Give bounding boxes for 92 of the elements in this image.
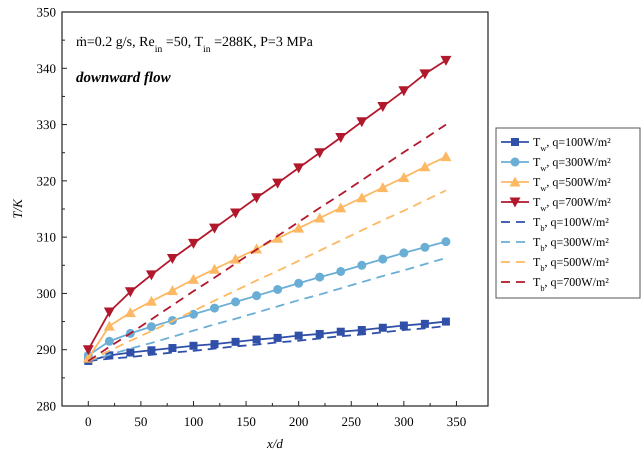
y-axis-title: T/K <box>10 198 25 219</box>
point <box>272 178 284 189</box>
point <box>294 332 303 340</box>
point <box>188 310 198 319</box>
x-tick-label: 200 <box>288 414 308 429</box>
point <box>126 348 134 357</box>
point <box>230 208 242 218</box>
legend-label: T$_{w}$, q=300W/m² <box>533 155 612 172</box>
point <box>166 285 178 296</box>
point <box>357 260 366 270</box>
legend-label: T$_{b}$, q=700W/m² <box>533 275 610 292</box>
y-tick-label: 290 <box>36 342 56 358</box>
legend-label: T$_{b}$, q=100W/m² <box>533 215 610 232</box>
point <box>147 346 156 354</box>
point <box>315 272 324 282</box>
x-axis-title: x/d <box>266 436 284 450</box>
point <box>314 212 326 223</box>
point <box>188 274 199 284</box>
point <box>188 238 199 249</box>
x-tick-label: 350 <box>446 414 466 429</box>
point <box>82 345 94 356</box>
y-tick-label: 310 <box>36 230 56 245</box>
point <box>440 151 452 162</box>
point <box>210 340 219 348</box>
point <box>251 193 262 204</box>
x-tick-label: 300 <box>394 414 414 429</box>
point <box>104 320 115 331</box>
point <box>377 102 388 112</box>
y-tick-label: 330 <box>36 117 56 132</box>
point <box>336 328 345 336</box>
point <box>146 322 156 332</box>
point <box>378 254 388 264</box>
x-tick-label: 250 <box>342 414 362 429</box>
annotation: ṁ=0.2 g/s, Re$_{in}$ =50, T$_{in}$ =288K, P=3 MPa <box>76 35 314 54</box>
x-tick-label: 150 <box>236 414 256 429</box>
point <box>104 336 114 346</box>
legend-label: T$_{b}$, q=500W/m² <box>533 255 610 272</box>
annotation: downward flow <box>76 70 172 86</box>
point <box>168 344 176 352</box>
point <box>420 320 429 328</box>
y-tick-label: 280 <box>36 398 56 414</box>
point <box>442 318 450 326</box>
point <box>398 172 410 182</box>
point <box>294 278 304 288</box>
point <box>209 264 220 274</box>
legend-label: T$_{b}$, q=300W/m² <box>533 235 610 252</box>
point <box>230 254 242 264</box>
point <box>232 338 240 346</box>
point <box>146 296 157 306</box>
point <box>378 324 387 332</box>
x-tick-label: 100 <box>184 414 204 429</box>
point <box>336 266 346 276</box>
point <box>252 291 262 300</box>
point <box>104 308 115 318</box>
point <box>274 334 282 342</box>
x-tick-label: 0 <box>85 414 92 429</box>
point <box>400 322 408 330</box>
point <box>231 297 240 306</box>
point <box>293 163 304 174</box>
point <box>273 284 282 294</box>
point <box>440 56 452 66</box>
point <box>210 304 220 313</box>
point <box>124 287 136 298</box>
point <box>398 86 410 96</box>
point <box>189 342 198 350</box>
point <box>252 336 261 344</box>
point <box>377 182 388 192</box>
legend-label: T$_{w}$, q=100W/m² <box>533 135 612 152</box>
point <box>316 330 324 338</box>
point <box>335 133 346 144</box>
point <box>358 326 366 334</box>
legend-label: T$_{w}$, q=700W/m² <box>533 195 612 212</box>
point <box>209 224 220 234</box>
point <box>441 237 450 246</box>
point <box>335 202 346 212</box>
point <box>314 148 326 158</box>
point <box>293 222 304 233</box>
point <box>166 254 178 264</box>
point <box>124 307 136 318</box>
y-tick-label: 320 <box>36 173 56 188</box>
point <box>419 69 430 80</box>
point <box>420 242 430 252</box>
legend-label: T$_{w}$, q=500W/m² <box>533 175 612 192</box>
point <box>399 248 408 258</box>
point <box>419 161 430 172</box>
y-tick-label: 340 <box>36 60 56 76</box>
x-tick-label: 50 <box>134 414 148 429</box>
point <box>356 192 368 202</box>
point <box>146 270 157 280</box>
y-tick-label: 300 <box>36 286 56 301</box>
y-tick-label: 350 <box>36 4 56 20</box>
point <box>356 117 368 128</box>
